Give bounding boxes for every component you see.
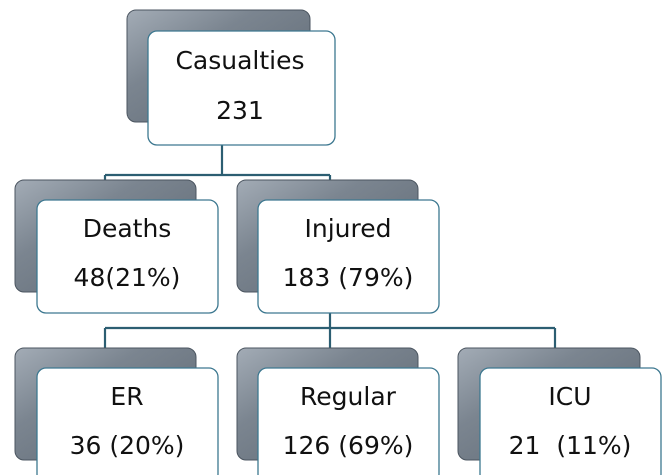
node: ICU 21 (11%) [457,347,662,475]
node-box [36,367,219,475]
node-label: Injured [305,214,392,243]
node-label: ER [110,382,143,411]
node: Injured 183 (79%) [236,179,440,314]
node-box [257,199,440,314]
node-value: 126 (69%) [283,431,414,460]
node: Deaths 48(21%) [14,179,219,314]
node: Casualties 231 [126,9,336,146]
node-box [479,367,662,475]
node-box [257,367,440,475]
node-value: 21 (11%) [509,431,632,460]
connectors [103,145,557,349]
node-label: Regular [300,382,397,411]
node-value: 36 (20%) [70,431,185,460]
node-label: Deaths [83,214,172,243]
node-box [36,199,219,314]
node-label: Casualties [175,46,304,75]
node-box [147,30,336,146]
node-label: ICU [548,382,591,411]
node-value: 231 [216,96,264,125]
node: ER 36 (20%) [14,347,219,475]
connector [103,145,332,181]
node-value: 48(21%) [74,263,181,292]
connector [103,313,557,349]
node: Regular 126 (69%) [236,347,440,475]
node-value: 183 (79%) [283,263,414,292]
